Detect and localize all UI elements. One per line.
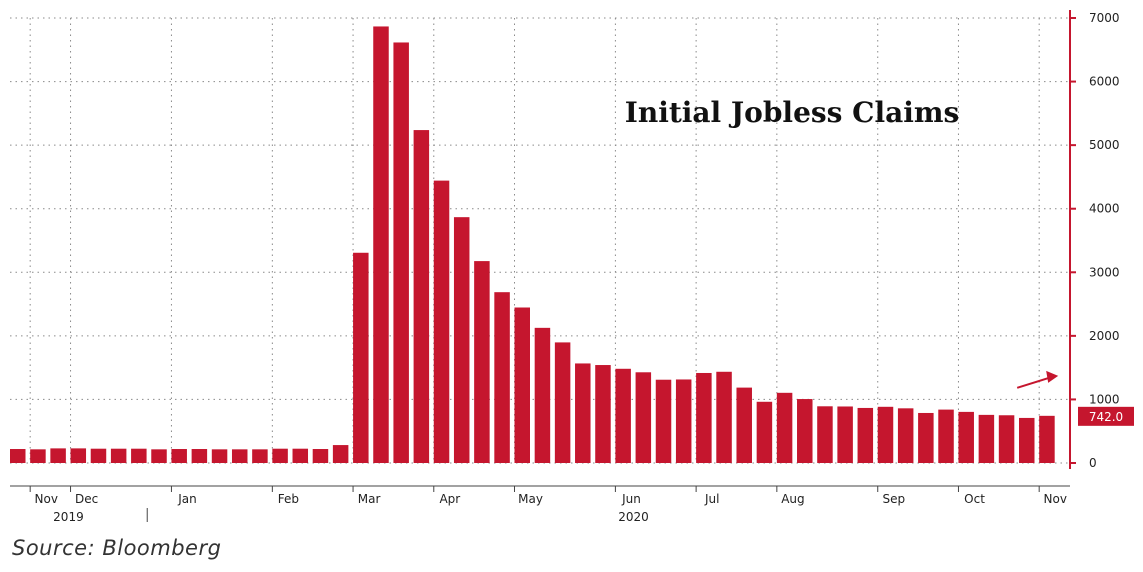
- bar: [958, 411, 974, 463]
- bar: [90, 448, 107, 463]
- x-tick-label: Jan: [177, 492, 197, 506]
- bar: [110, 448, 127, 463]
- bar: [474, 261, 490, 463]
- bar: [373, 26, 389, 464]
- bar: [675, 379, 692, 463]
- bar: [696, 372, 712, 463]
- bar: [433, 180, 450, 463]
- x-tick-label: Nov: [1044, 492, 1067, 506]
- bar: [655, 379, 672, 463]
- bar: [534, 327, 551, 463]
- x-tick-label: Apr: [439, 492, 460, 506]
- x-tick-label: Nov: [35, 492, 58, 506]
- x-tick-label: Jun: [621, 492, 641, 506]
- bar: [231, 449, 248, 463]
- bar: [211, 449, 228, 463]
- bar: [756, 401, 773, 463]
- bar: [292, 448, 309, 463]
- chart-area: 0 1000 2000 3000 4000 5000 6000 7000 Nov Dec Jan Fe…: [10, 10, 1134, 524]
- bar: [1039, 415, 1055, 463]
- y-tick-label: 1000: [1089, 392, 1120, 406]
- bar: [817, 406, 833, 463]
- bar: [595, 365, 611, 463]
- x-tick-label: Oct: [964, 492, 985, 506]
- jobless-claims-chart: 0 1000 2000 3000 4000 5000 6000 7000 Nov Dec Jan Fe…: [10, 10, 1134, 524]
- bar: [70, 448, 87, 463]
- y-tick-label: 7000: [1089, 11, 1120, 25]
- bar: [453, 217, 470, 463]
- bar: [918, 412, 934, 463]
- bar: [131, 448, 147, 463]
- bar: [877, 406, 894, 463]
- source-caption: Source: Bloomberg: [12, 536, 222, 560]
- bar: [857, 407, 874, 463]
- bar: [30, 449, 46, 463]
- bar: [10, 449, 26, 463]
- arrow-icon: [1046, 370, 1059, 383]
- x-tick-label: Feb: [278, 492, 299, 506]
- bar: [897, 408, 914, 463]
- x-tick-label: Dec: [75, 492, 98, 506]
- bar: [1019, 417, 1035, 463]
- y-tick-label: 0: [1089, 456, 1097, 470]
- bar: [615, 368, 631, 463]
- axes: 0 1000 2000 3000 4000 5000 6000 7000 Nov Dec Jan Fe…: [10, 10, 1134, 524]
- x-tick-label: Mar: [358, 492, 381, 506]
- bar: [575, 363, 591, 463]
- x-tick-label: Aug: [781, 492, 804, 506]
- bar: [514, 307, 530, 463]
- y-tick-label: 5000: [1089, 138, 1120, 152]
- last-value-badge: [1078, 406, 1134, 426]
- bar: [171, 449, 187, 463]
- bar: [151, 449, 167, 463]
- bar: [797, 399, 813, 463]
- bar: [776, 392, 793, 463]
- bar: [191, 449, 208, 463]
- x-year-label: 2019: [53, 510, 84, 524]
- y-tick-label: 3000: [1089, 265, 1120, 279]
- last-value-label: 742.0: [1089, 410, 1123, 424]
- bar: [312, 449, 329, 463]
- bars: [10, 26, 1055, 464]
- x-tick-label: May: [518, 492, 543, 506]
- bar: [252, 449, 268, 463]
- x-tick-label: Sep: [882, 492, 905, 506]
- x-year-label: 2020: [618, 510, 649, 524]
- x-tick-label: Jul: [704, 492, 719, 506]
- bar: [978, 414, 995, 463]
- y-tick-label: 2000: [1089, 329, 1120, 343]
- bar: [332, 445, 349, 463]
- bar: [716, 371, 732, 463]
- y-tick-label: 6000: [1089, 75, 1120, 89]
- bar: [353, 252, 369, 463]
- bar: [50, 448, 66, 463]
- chart-title: Initial Jobless Claims: [625, 96, 960, 129]
- bar: [938, 409, 954, 463]
- bar: [272, 448, 288, 463]
- bar: [837, 406, 853, 463]
- bar: [413, 130, 430, 464]
- bar: [736, 387, 752, 463]
- bar: [494, 292, 510, 463]
- bar: [554, 342, 571, 463]
- bar: [393, 42, 409, 463]
- arrow-shaft: [1016, 376, 1050, 389]
- bar: [998, 415, 1015, 463]
- y-tick-label: 4000: [1089, 202, 1120, 216]
- bar: [635, 372, 652, 463]
